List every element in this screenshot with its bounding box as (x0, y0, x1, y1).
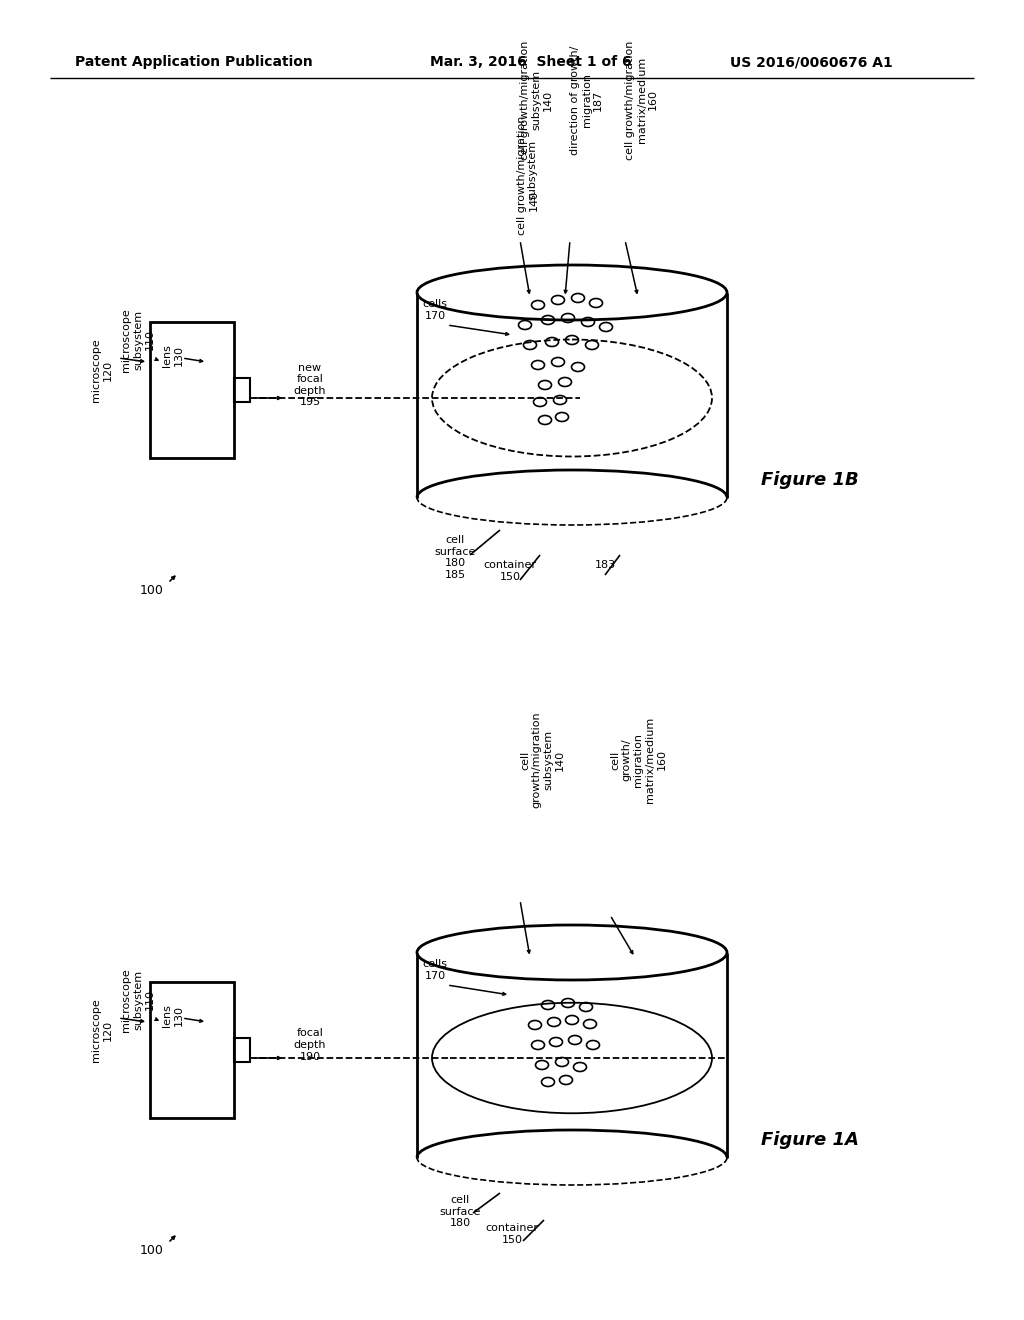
Text: cell
growth/
migration
matrix/medium
160: cell growth/ migration matrix/medium 160 (610, 717, 667, 803)
Bar (150, 322, 234, 458)
Text: Figure 1B: Figure 1B (761, 471, 859, 488)
Bar (234, 1038, 250, 1063)
Text: microscope
subsystem
110: microscope subsystem 110 (122, 308, 155, 372)
Text: lens
130: lens 130 (162, 345, 183, 367)
Text: container
150: container 150 (485, 1224, 539, 1245)
Text: cells
170: cells 170 (423, 960, 447, 981)
Text: microscope
subsystem
110: microscope subsystem 110 (122, 968, 155, 1032)
Text: cell growth/migration: cell growth/migration (517, 115, 527, 235)
Text: cell
surface
180
185: cell surface 180 185 (434, 535, 476, 579)
Text: new
focal
depth
195: new focal depth 195 (294, 363, 327, 408)
Text: US 2016/0060676 A1: US 2016/0060676 A1 (730, 55, 893, 69)
Text: 100: 100 (140, 1243, 164, 1257)
Text: Figure 1A: Figure 1A (761, 1131, 859, 1148)
Text: Mar. 3, 2016  Sheet 1 of 6: Mar. 3, 2016 Sheet 1 of 6 (430, 55, 632, 69)
Text: Patent Application Publication: Patent Application Publication (75, 55, 312, 69)
Text: microscope
120: microscope 120 (91, 998, 113, 1061)
Text: 100: 100 (140, 583, 164, 597)
Text: 140: 140 (529, 190, 539, 211)
Bar (234, 378, 250, 403)
Text: direction of growth/
migration
187: direction of growth/ migration 187 (570, 45, 603, 154)
Text: cell growth/migration
matrix/medium
160: cell growth/migration matrix/medium 160 (625, 41, 658, 160)
Text: cells
170: cells 170 (423, 300, 447, 321)
Text: lens
130: lens 130 (162, 1005, 183, 1027)
Text: subsystem: subsystem (527, 140, 537, 201)
Text: cell
growth/migration
subsystem
140: cell growth/migration subsystem 140 (520, 711, 565, 808)
Text: 183: 183 (595, 560, 615, 570)
Text: container
150: container 150 (483, 560, 537, 582)
Text: microscope
120: microscope 120 (91, 338, 113, 401)
Text: cell
surface
180: cell surface 180 (439, 1195, 480, 1228)
Text: focal
depth
190: focal depth 190 (294, 1028, 327, 1061)
Bar (150, 982, 234, 1118)
Text: cell growth/migration
subsystem
140: cell growth/migration subsystem 140 (520, 41, 553, 160)
